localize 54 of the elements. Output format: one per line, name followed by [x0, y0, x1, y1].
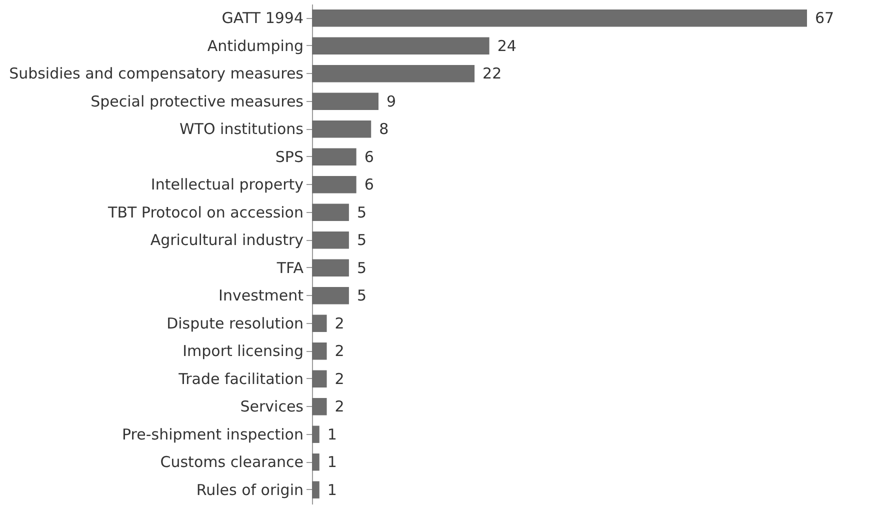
y-tick-label: Rules of origin	[196, 480, 304, 499]
bar	[312, 148, 356, 166]
bar	[312, 176, 356, 194]
bar	[312, 204, 349, 221]
data-label: 67	[815, 9, 834, 28]
data-label: 1	[327, 425, 337, 444]
y-tick-label: Intellectual property	[150, 176, 304, 194]
bar	[312, 37, 490, 54]
data-label: 5	[356, 231, 366, 250]
data-label: 24	[497, 36, 516, 55]
bar	[312, 342, 327, 360]
bar	[312, 92, 378, 110]
data-label: 5	[356, 203, 366, 222]
y-tick-label: Services	[240, 398, 304, 416]
data-label: 5	[356, 286, 366, 305]
data-label: 5	[356, 258, 366, 277]
data-label: 6	[364, 176, 374, 194]
data-label: 2	[334, 398, 344, 416]
bar	[312, 232, 349, 249]
bar	[312, 120, 372, 138]
y-tick-label: Subsidies and compensatory measures	[9, 64, 304, 83]
y-tick-label: Trade facilitation	[178, 370, 304, 388]
bar	[312, 314, 327, 332]
y-tick-label: SPS	[275, 148, 304, 166]
data-label: 2	[334, 342, 344, 360]
y-tick-label: Special protective measures	[90, 92, 304, 110]
bar	[312, 370, 327, 388]
y-tick-label: TFA	[276, 258, 304, 277]
y-tick-label: Investment	[218, 286, 304, 305]
data-label: 6	[364, 148, 374, 166]
data-label: 2	[334, 314, 344, 332]
bar	[312, 454, 320, 471]
data-label: 9	[386, 92, 396, 110]
data-label: 2	[334, 370, 344, 388]
y-tick-label: Agricultural industry	[150, 231, 304, 250]
data-label: 1	[327, 480, 337, 499]
bar	[312, 398, 327, 416]
bar	[312, 65, 475, 82]
y-tick-label: Import licensing	[182, 342, 304, 360]
y-tick-label: WTO institutions	[179, 120, 304, 138]
y-tick-label: TBT Protocol on accession	[107, 203, 304, 222]
bar	[312, 481, 320, 498]
y-tick-label: Antidumping	[207, 36, 304, 55]
bar	[312, 10, 807, 27]
data-label: 1	[327, 453, 337, 472]
data-label: 8	[379, 120, 389, 138]
bar	[312, 259, 349, 276]
bar	[312, 287, 349, 304]
y-tick-label: Dispute resolution	[166, 314, 304, 332]
y-tick-label: Customs clearance	[160, 453, 304, 472]
bar	[312, 426, 320, 443]
y-tick-label: Pre-shipment inspection	[122, 425, 304, 444]
data-label: 22	[482, 64, 502, 83]
y-tick-label: GATT 1994	[222, 9, 304, 28]
